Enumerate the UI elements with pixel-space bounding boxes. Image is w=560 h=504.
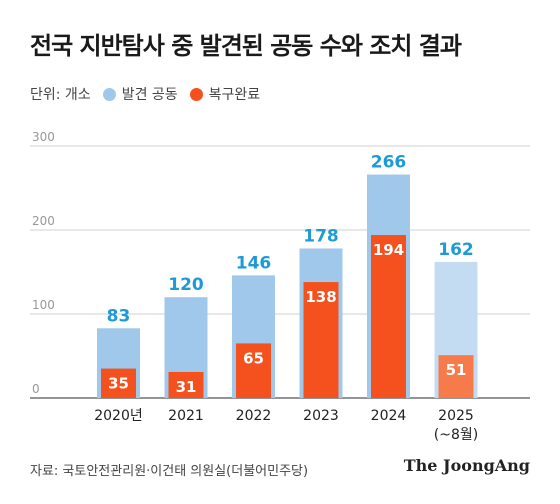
legend-label-found: 발견 공동 <box>121 87 178 103</box>
bar-repaired <box>438 355 474 398</box>
y-tick-label: 200 <box>32 214 55 228</box>
legend-unit: 단위: 개소 <box>30 87 91 103</box>
x-tick-label: 2025 <box>438 408 474 424</box>
x-tick-label: 2023 <box>303 408 339 424</box>
data-label-repaired: 65 <box>243 349 264 367</box>
chart-title: 전국 지반탐사 중 발견된 공동 수와 조치 결과 <box>30 32 462 60</box>
legend-item-repaired: 복구완료 <box>189 84 261 104</box>
x-tick-sublabel: (~8월) <box>434 427 478 443</box>
legend: 단위: 개소 발견 공동 복구완료 <box>30 84 260 104</box>
data-label-found: 83 <box>107 306 131 326</box>
x-tick-label: 2020년 <box>94 408 143 424</box>
legend-item-found: 발견 공동 <box>102 84 178 104</box>
legend-swatch-found <box>102 87 116 101</box>
y-tick-label: 300 <box>32 130 55 144</box>
x-tick-label: 2024 <box>371 408 407 424</box>
bar-repaired <box>168 371 204 398</box>
bar-chart: 0 100 200 300 83 35 2020년 120 31 2021 146 65 2022 178… <box>30 130 530 443</box>
y-tick-label: 0 <box>32 382 40 396</box>
source-note: 자료: 국토안전관리원·이건태 의원실(더불어민주당) <box>30 464 309 479</box>
bar-repaired <box>236 343 271 398</box>
brand-logo: The JoongAng <box>403 456 530 475</box>
x-tick-label: 2022 <box>236 408 272 424</box>
y-tick-label: 100 <box>32 298 55 312</box>
data-label-repaired: 51 <box>446 361 467 379</box>
bar-repaired <box>371 235 406 398</box>
data-label-found: 178 <box>303 226 339 246</box>
data-label-found: 266 <box>371 153 407 173</box>
data-label-found: 146 <box>236 253 272 273</box>
bar-repaired <box>303 282 339 398</box>
legend-swatch-repaired <box>189 87 203 101</box>
data-label-found: 162 <box>438 240 474 260</box>
data-label-repaired: 35 <box>108 375 129 393</box>
bar-repaired <box>101 368 136 398</box>
legend-label-repaired: 복구완료 <box>208 87 261 103</box>
data-label-repaired: 138 <box>305 288 336 306</box>
data-label-found: 120 <box>168 275 204 295</box>
data-label-repaired: 194 <box>373 241 404 259</box>
x-tick-label: 2021 <box>168 408 204 424</box>
data-label-repaired: 31 <box>176 378 197 396</box>
